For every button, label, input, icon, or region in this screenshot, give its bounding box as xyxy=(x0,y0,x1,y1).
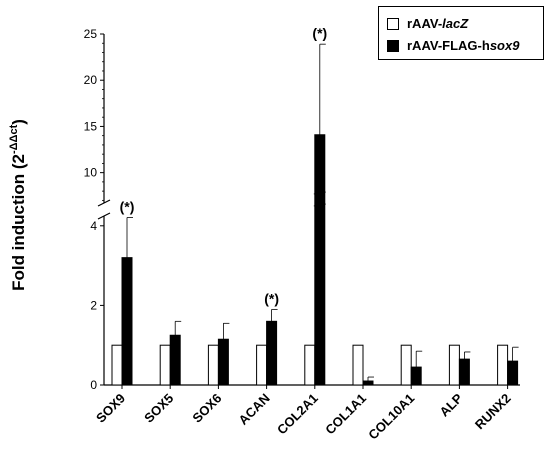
legend-item-lacz: rAAV-lacZ xyxy=(387,16,468,31)
y-tick-label: 10 xyxy=(84,166,98,180)
x-tick-label-alp: ALP xyxy=(437,390,466,419)
bar xyxy=(507,360,519,386)
legend: rAAV-lacZ rAAV-FLAG-hsox9 xyxy=(378,6,544,60)
y-tick-label: 4 xyxy=(90,219,97,233)
x-tick-label-sox9: SOX9 xyxy=(93,391,128,426)
x-tick-label-col1a1: COL1A1 xyxy=(322,391,369,438)
axes xyxy=(97,33,520,389)
bar xyxy=(400,344,412,386)
bar-break-mark xyxy=(313,191,326,195)
bar xyxy=(314,134,326,386)
bar xyxy=(352,344,364,386)
y-tick-label: 25 xyxy=(84,27,98,41)
bar xyxy=(266,320,278,386)
y-axis-label: Fold induction (2-ΔΔct) xyxy=(8,119,28,291)
bar xyxy=(458,358,470,386)
bar xyxy=(304,344,316,386)
legend-item-sox9: rAAV-FLAG-hsox9 xyxy=(387,38,519,53)
significance-label: (*) xyxy=(120,198,135,214)
y-tick-label: 15 xyxy=(84,119,98,133)
significance-label: (*) xyxy=(312,25,327,41)
bar xyxy=(217,338,229,386)
bar xyxy=(207,344,219,386)
x-tick-label-sox6: SOX6 xyxy=(189,391,224,426)
axis-break-mark xyxy=(97,199,111,207)
bar xyxy=(111,344,123,386)
x-tick-label-col10a1: COL10A1 xyxy=(365,391,417,443)
bar xyxy=(169,334,181,386)
x-tick-label-acan: ACAN xyxy=(236,391,273,428)
legend-label-sox9: rAAV-FLAG-hsox9 xyxy=(407,38,520,53)
y-axis-label-main: Fold induction (2 xyxy=(9,154,28,291)
bar xyxy=(121,257,133,386)
bars xyxy=(111,43,519,386)
y-tick-label: 0 xyxy=(90,378,97,392)
bar xyxy=(497,344,509,386)
bar-break-mark xyxy=(313,203,326,207)
y-tick-label: 2 xyxy=(90,298,97,312)
significance-label: (*) xyxy=(264,290,279,306)
axis-break-mark xyxy=(97,212,111,220)
x-tick-label-sox5: SOX5 xyxy=(141,391,176,426)
legend-swatch-sox9 xyxy=(387,39,399,52)
bar xyxy=(256,344,268,386)
bar xyxy=(448,344,460,386)
bar xyxy=(159,344,171,386)
x-tick-label-col2a1: COL2A1 xyxy=(274,391,321,438)
x-tick-label-runx2: RUNX2 xyxy=(472,391,514,433)
y-tick-label: 20 xyxy=(84,73,98,87)
y-axis-label-exponent: -ΔΔct xyxy=(8,124,20,154)
legend-label-lacz: rAAV-lacZ xyxy=(407,16,469,31)
legend-swatch-lacz xyxy=(387,17,399,30)
y-axis-label-close: ) xyxy=(9,119,28,125)
bar xyxy=(362,380,374,386)
bar xyxy=(410,366,422,386)
